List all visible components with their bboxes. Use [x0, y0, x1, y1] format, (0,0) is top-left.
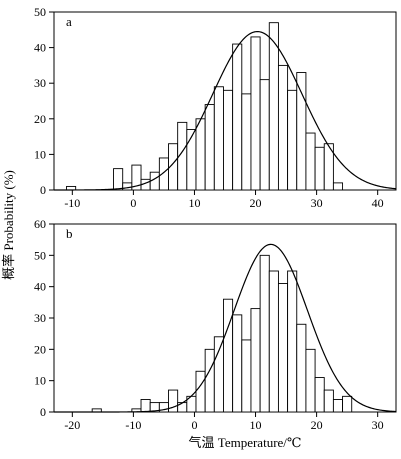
panel-b-bar-24 [342, 395, 353, 413]
panel-a-bar-19 [277, 64, 289, 191]
panel-a-xtick-label-3: 20 [250, 196, 262, 210]
panel-a-ytick-label-0: 0 [40, 183, 46, 197]
panel-b-ytick-label-6: 60 [34, 217, 46, 231]
panel-b-bar-19 [296, 323, 307, 413]
panel-b-bar-15 [259, 254, 270, 413]
panel-a-bar-23 [314, 146, 325, 191]
panel-b-ytick-label-3: 30 [34, 311, 46, 325]
panel-b-xtick-label-5: 30 [372, 418, 384, 432]
panel-a-label: a [66, 14, 72, 29]
panel-b-bar-5 [168, 389, 179, 413]
panel-b-bar-20 [305, 348, 316, 413]
panel-b-bar-14 [250, 308, 261, 413]
y-axis-label: 概率 Probability (%) [1, 170, 16, 280]
panel-a-bar-24 [323, 143, 334, 191]
panel-a-bar-22 [305, 132, 316, 191]
panel-b-bar-6 [177, 402, 188, 413]
panel-a-bar-1 [113, 168, 124, 191]
panel-b-xtick-label-0: -20 [64, 418, 80, 432]
panel-b-bar-12 [232, 314, 243, 413]
panel-b-ytick-label-2: 20 [34, 342, 46, 356]
panel-b-bar-23 [332, 399, 344, 413]
panel-a-bar-21 [296, 72, 307, 191]
panel-b-bar-17 [277, 283, 289, 413]
panel-b: -20 -10 0 10 20 30 0 10 20 30 40 50 60 b [34, 217, 397, 432]
panel-b-label: b [66, 226, 73, 241]
x-axis-label: 气温 Temperature/℃ [189, 435, 302, 450]
panel-b-ytick-label-1: 10 [34, 374, 46, 388]
panel-b-fit-curve [54, 243, 397, 413]
panel-a-bar-20 [287, 89, 298, 191]
panel-a-bar-15 [241, 93, 252, 191]
panel-a-xtick-label-1: 0 [130, 196, 136, 210]
panel-a-xtick-label-2: 10 [188, 196, 200, 210]
panel-a-bar-25 [332, 182, 344, 191]
panel-b-bar-11 [223, 298, 234, 413]
panel-a-bar-16 [250, 36, 261, 191]
panel-a-bar-12 [213, 86, 224, 191]
panel-a-bar-14 [232, 43, 243, 191]
panel-a-bar-2 [122, 182, 133, 191]
panel-b-bar-22 [323, 389, 334, 413]
panel-a-xtick-label-4: 30 [311, 196, 323, 210]
panel-a-xtick-label-5: 40 [372, 196, 384, 210]
panel-b-bar-8 [195, 370, 206, 413]
panel-a-ytick-label-2: 20 [34, 112, 46, 126]
panel-b-ytick-label-0: 0 [40, 405, 46, 419]
panel-b-bar-18 [287, 270, 298, 413]
panel-b-xtick-label-2: 0 [191, 418, 197, 432]
panel-a-ytick-label-3: 30 [34, 76, 46, 90]
panel-b-ytick-label-5: 50 [34, 248, 46, 262]
panel-a-bar-6 [158, 157, 169, 191]
panel-b-bar-2 [140, 399, 151, 413]
panel-a-bar-18 [268, 22, 279, 191]
panel-a-fit-curve [53, 30, 397, 191]
panel-a-bar-3 [131, 164, 142, 191]
panel-a-ytick-label-1: 10 [34, 147, 46, 161]
panel-a-bar-17 [259, 79, 270, 191]
panel-a-xtick-label-0: -10 [64, 196, 80, 210]
panel-b-bar-9 [204, 348, 215, 413]
panel-a-bar-11 [204, 104, 215, 191]
panel-b-xtick-label-1: -10 [125, 418, 141, 432]
panel-a: -10 0 10 20 30 40 0 10 20 30 40 50 a [34, 5, 397, 210]
panel-b-bar-16 [268, 270, 279, 413]
panel-a-bar-9 [186, 129, 197, 191]
panel-b-bar-13 [241, 339, 252, 413]
panel-b-xtick-label-3: 10 [250, 418, 262, 432]
panel-a-ytick-label-4: 40 [34, 41, 46, 55]
panel-b-xtick-label-4: 20 [311, 418, 323, 432]
panel-b-bar-10 [213, 336, 224, 413]
panel-a-bar-13 [223, 89, 234, 191]
panel-a-ytick-label-5: 50 [34, 5, 46, 19]
panel-b-bar-21 [314, 377, 325, 413]
panel-a-bar-10 [195, 118, 206, 191]
panel-b-ytick-label-4: 40 [34, 280, 46, 294]
